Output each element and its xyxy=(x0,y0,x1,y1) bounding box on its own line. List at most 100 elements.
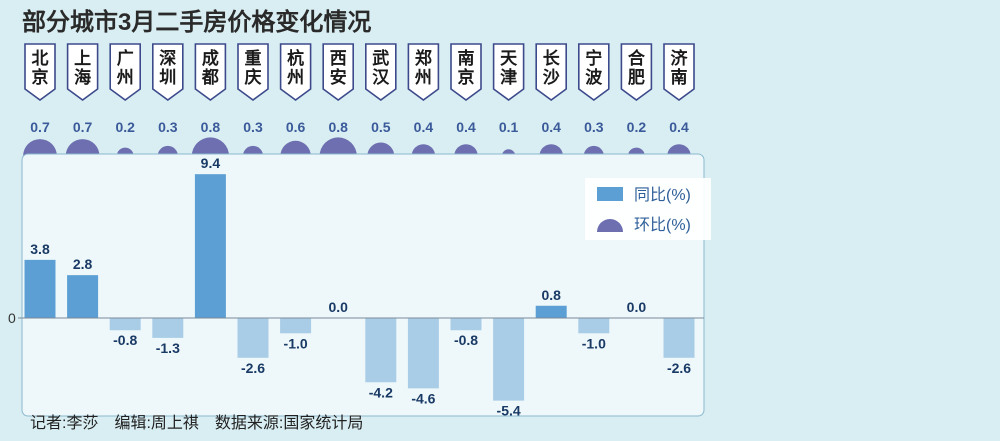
yoy-bar xyxy=(152,318,184,338)
yoy-value-label: -2.6 xyxy=(241,360,265,376)
mom-value-label: 0.4 xyxy=(669,119,689,135)
mom-value-label: 0.4 xyxy=(541,119,561,135)
yoy-value-label: 3.8 xyxy=(30,241,50,257)
city-name-char: 州 xyxy=(286,68,304,87)
source-credits: 记者:李莎 编辑:周上祺 数据来源:国家统计局 xyxy=(30,414,363,432)
yoy-value-label: 9.4 xyxy=(201,155,221,171)
mom-value-label: 0.5 xyxy=(371,119,391,135)
city-name-char: 都 xyxy=(201,67,219,87)
city-name-char: 圳 xyxy=(159,68,176,87)
mom-dot xyxy=(411,144,436,156)
city-name-char: 合 xyxy=(628,48,646,68)
city-name-char: 波 xyxy=(585,67,603,87)
yoy-bar xyxy=(280,318,312,334)
city-tag xyxy=(24,43,56,101)
city-tag xyxy=(492,43,525,101)
legend: 同比(%) 环比(%) xyxy=(585,178,711,240)
yoy-bar xyxy=(407,318,439,389)
mom-value-label: 0.3 xyxy=(158,119,178,135)
legend-yoy-label: 同比(%) xyxy=(634,186,691,204)
city-tag xyxy=(279,43,312,101)
yoy-bar xyxy=(578,318,610,334)
mom-value-label: 0.8 xyxy=(201,119,221,135)
city-tag xyxy=(322,43,354,101)
yoy-value-label: -1.0 xyxy=(284,335,308,351)
mom-dot xyxy=(157,145,178,156)
yoy-bar xyxy=(194,174,226,318)
city-name-char: 肥 xyxy=(628,68,645,87)
mom-dot xyxy=(191,137,229,156)
city-name-char: 武 xyxy=(372,48,389,68)
city-name-char: 南 xyxy=(671,67,688,87)
mom-dot xyxy=(454,144,478,156)
city-name-char: 津 xyxy=(500,67,517,87)
mom-series: 0.7 0.7 0.2 0.3 0.8 0.3 0.6 0.8 0.5 0.4 0.4 0.1 0.4 0… xyxy=(23,119,691,156)
yoy-value-label: -0.8 xyxy=(113,332,137,348)
yoy-bar xyxy=(365,318,397,383)
legend-mom-swatch xyxy=(597,219,623,232)
yoy-bar xyxy=(237,318,269,358)
yoy-bar xyxy=(493,318,525,401)
mom-value-label: 0.4 xyxy=(414,119,434,135)
city-name-char: 深 xyxy=(159,48,176,68)
city-name-char: 宁 xyxy=(585,48,602,68)
mom-dot xyxy=(583,145,604,156)
city-name-char: 汉 xyxy=(372,68,390,87)
mom-value-label: 0.1 xyxy=(499,119,519,135)
city-tag xyxy=(152,43,184,101)
city-tag xyxy=(620,43,653,101)
city-tag xyxy=(109,43,141,101)
yoy-value-label: 2.8 xyxy=(73,256,93,272)
mom-dot xyxy=(23,139,57,156)
mom-value-label: 0.7 xyxy=(73,119,93,135)
city-name-char: 庆 xyxy=(245,67,262,87)
mom-value-label: 0.8 xyxy=(328,119,348,135)
legend-mom-label: 环比(%) xyxy=(634,216,691,234)
yoy-value-label: -5.4 xyxy=(497,403,521,419)
city-name-char: 郑 xyxy=(415,48,432,68)
yoy-value-label: 0.8 xyxy=(541,287,561,303)
yoy-bar xyxy=(663,318,695,358)
yoy-value-label: 0.0 xyxy=(328,299,348,315)
mom-value-label: 0.2 xyxy=(627,119,647,135)
chart-title: 部分城市3月二手房价格变化情况 xyxy=(22,8,371,36)
mom-value-label: 0.4 xyxy=(456,119,476,135)
city-tag xyxy=(194,43,227,101)
y-axis-zero-tick: 0 xyxy=(8,310,16,326)
mom-dot xyxy=(280,140,311,156)
city-name-char: 州 xyxy=(414,68,432,87)
city-name-char: 北 xyxy=(32,49,49,68)
city-tag xyxy=(450,43,482,101)
city-name-char: 天 xyxy=(500,49,518,68)
yoy-bar xyxy=(67,275,99,318)
city-name-char: 成 xyxy=(202,48,219,68)
city-name-char: 京 xyxy=(458,67,475,87)
mom-dot xyxy=(667,144,691,156)
yoy-value-label: -1.3 xyxy=(156,340,180,356)
yoy-bar xyxy=(24,259,56,318)
city-name-char: 州 xyxy=(116,68,134,87)
mom-value-label: 0.3 xyxy=(243,119,263,135)
city-name-char: 沙 xyxy=(543,68,560,87)
city-name-char: 海 xyxy=(74,67,91,87)
yoy-bar xyxy=(535,305,567,318)
legend-yoy-swatch xyxy=(597,187,623,201)
mom-dot xyxy=(319,137,357,156)
city-name-char: 安 xyxy=(330,67,347,87)
yoy-value-label: -1.0 xyxy=(582,335,606,351)
mom-dot xyxy=(539,144,563,156)
city-tag xyxy=(663,43,695,101)
yoy-series: 3.8 2.8 -0.8 -1.3 9.4 -2.6 -1.0 0.0 -4.2 -4.6 -0.8… xyxy=(24,155,695,419)
mom-dot xyxy=(242,145,264,156)
mom-value-label: 0.7 xyxy=(30,119,50,135)
yoy-bar xyxy=(450,318,482,331)
yoy-bar xyxy=(109,318,141,331)
city-name-char: 重 xyxy=(245,48,262,68)
city-tag xyxy=(578,43,610,101)
city-name-char: 长 xyxy=(543,48,561,68)
mom-value-label: 0.6 xyxy=(286,119,306,135)
city-name-char: 广 xyxy=(117,48,134,68)
mom-dot xyxy=(367,142,395,156)
city-name-char: 西 xyxy=(330,49,347,68)
